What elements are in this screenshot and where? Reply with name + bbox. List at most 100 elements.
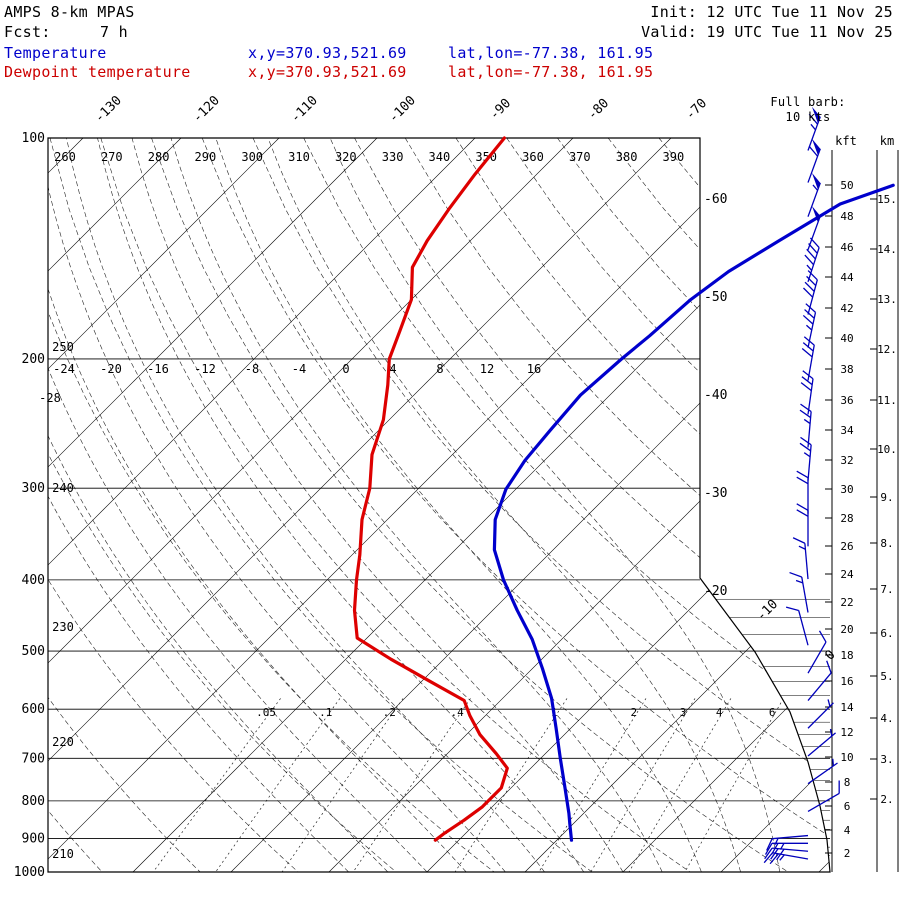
dry-adiabat-label-top: 280	[148, 150, 170, 164]
moist-adiabat-label: 12	[480, 362, 494, 376]
km-tick-label: 14.	[877, 243, 897, 256]
isotherm-label-top: -130	[92, 93, 125, 126]
pressure-tick-label: 300	[22, 481, 45, 496]
moist-adiabat-label: 16	[527, 362, 541, 376]
isotherm-label-top: -100	[386, 93, 419, 126]
dry-adiabat-label-top: 360	[522, 150, 544, 164]
dry-adiabat-label-top: 290	[195, 150, 217, 164]
dewpoint-trace	[352, 136, 509, 842]
kft-tick-label: 8	[844, 776, 851, 789]
mixing-ratio-label: 3	[680, 706, 687, 719]
km-tick-label: 5.	[880, 670, 893, 683]
dry-adiabat-label-left: 250	[52, 340, 74, 354]
km-tick-label: 4.	[880, 712, 893, 725]
kft-tick-label: 38	[840, 363, 853, 376]
moist-adiabat-label: -16	[147, 362, 169, 376]
pressure-tick-label: 700	[22, 751, 45, 766]
km-tick-label: 11.	[877, 394, 897, 407]
isotherm-label-top: -110	[288, 93, 321, 126]
init-time: Init: 12 UTC Tue 11 Nov 25	[650, 3, 893, 21]
dry-adiabat-label-left: 230	[52, 620, 74, 634]
kft-tick-label: 22	[840, 596, 853, 609]
km-tick-label: 15.	[877, 193, 897, 206]
dry-adiabat-label-top: 260	[54, 150, 76, 164]
isotherm-label-right: -30	[704, 486, 727, 501]
legend-temperature-xy: x,y=370.93,521.69	[248, 44, 407, 62]
dry-adiabat-label-top: 320	[335, 150, 357, 164]
km-tick-label: 7.	[880, 583, 893, 596]
pressure-tick-label: 1000	[14, 865, 45, 880]
dry-adiabat-label-top: 330	[382, 150, 404, 164]
kft-tick-label: 6	[844, 800, 851, 813]
mixing-ratio-label: .05	[256, 706, 276, 719]
km-tick-label: 10.	[877, 443, 897, 456]
km-tick-label: 12.	[877, 343, 897, 356]
kft-tick-label: 48	[840, 210, 853, 223]
model-name: AMPS 8-km MPAS	[4, 3, 135, 21]
dry-adiabat-label-top: 300	[241, 150, 263, 164]
km-tick-label: 3.	[880, 753, 893, 766]
isotherm-label-top: -70	[683, 96, 710, 123]
moist-adiabat-label: 8	[436, 362, 443, 376]
isotherm-label-top: -90	[487, 96, 514, 123]
pressure-tick-label: 500	[22, 644, 45, 659]
km-tick-label: 2.	[880, 793, 893, 806]
kft-tick-label: 24	[840, 568, 854, 581]
dry-adiabat-label-top: 270	[101, 150, 123, 164]
moist-adiabat-label-left: -28	[39, 391, 61, 405]
mixing-ratio-label: 6	[769, 706, 776, 719]
legend-dewpoint-xy: x,y=370.93,521.69	[248, 63, 407, 81]
kft-tick-label: 18	[840, 649, 853, 662]
barb-legend-line1: Full barb:	[770, 95, 846, 109]
pressure-tick-label: 400	[22, 573, 45, 588]
km-tick-label: 8.	[880, 537, 893, 550]
moist-adiabat-label: -12	[194, 362, 216, 376]
kft-tick-label: 26	[840, 540, 853, 553]
mixing-ratio-label: .2	[383, 706, 396, 719]
legend-dewpoint-latlon: lat,lon=-77.38, 161.95	[448, 63, 654, 81]
km-tick-label: 13.	[877, 293, 897, 306]
pressure-tick-label: 800	[22, 794, 45, 809]
kft-tick-label: 40	[840, 332, 853, 345]
kft-tick-label: 16	[840, 675, 853, 688]
moist-adiabat-label: 0	[342, 362, 349, 376]
moist-adiabat-label: -4	[292, 362, 306, 376]
legend-temperature-label: Temperature	[4, 44, 107, 62]
kft-tick-label: 4	[844, 824, 851, 837]
isotherm-label-right: -60	[704, 192, 727, 207]
dry-adiabat-label-top: 340	[429, 150, 451, 164]
kft-tick-label: 36	[840, 394, 853, 407]
kft-tick-label: 30	[840, 483, 853, 496]
km-tick-label: 6.	[880, 627, 893, 640]
dry-adiabat-label-top: 380	[616, 150, 638, 164]
dry-adiabat-label-top: 310	[288, 150, 310, 164]
valid-time: Valid: 19 UTC Tue 11 Nov 25	[641, 23, 893, 41]
kft-tick-label: 50	[840, 179, 853, 192]
moist-adiabat-label: -24	[53, 362, 75, 376]
legend-dewpoint-label: Dewpoint temperature	[4, 63, 191, 81]
mixing-ratio-label: 4	[716, 706, 723, 719]
isotherm-label-right: -50	[704, 290, 727, 305]
dry-adiabat-label-top: 370	[569, 150, 591, 164]
isotherm-label-right: -20	[704, 584, 727, 599]
kft-tick-label: 46	[840, 241, 853, 254]
pressure-tick-label: 600	[22, 702, 45, 717]
pressure-tick-label: 200	[22, 352, 45, 367]
kft-tick-label: 32	[840, 454, 853, 467]
mixing-ratio-label: .4	[450, 706, 464, 719]
isotherm-label-inplot: -10	[754, 597, 781, 624]
dry-adiabat-label-left: 210	[52, 847, 74, 861]
kft-tick-label: 2	[844, 847, 851, 860]
kft-tick-label: 14	[840, 701, 854, 714]
pressure-tick-label: 900	[22, 831, 45, 846]
altitude-axes: kft km50484644424038363432302826242220181…	[825, 134, 899, 872]
isotherm-label-right: -40	[704, 388, 727, 403]
kft-tick-label: 44	[840, 271, 854, 284]
isotherm-label-inplot: 0	[822, 647, 838, 663]
wind-barbs	[763, 106, 840, 865]
moist-adiabat-label: 4	[389, 362, 396, 376]
legend-temperature-latlon: lat,lon=-77.38, 161.95	[448, 44, 654, 62]
